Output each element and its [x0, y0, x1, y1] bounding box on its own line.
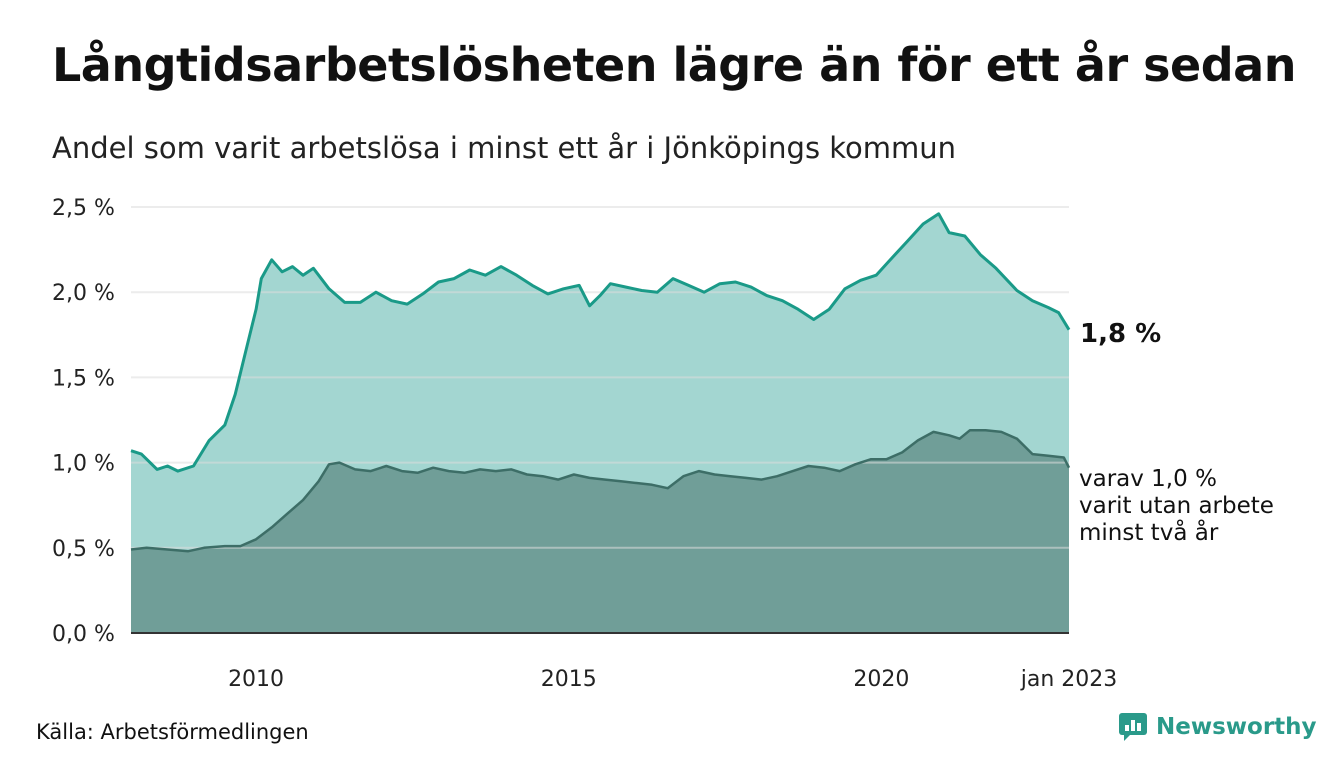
brand-logo[interactable]: Newsworthy [1118, 712, 1317, 742]
y-tick-label: 1,0 % [52, 452, 115, 477]
longterm-end-label: varav 1,0 % [1079, 466, 1217, 492]
x-tick-label: 2010 [228, 667, 284, 692]
source-note: Källa: Arbetsförmedlingen [36, 720, 309, 744]
longterm-end-label: varit utan arbete [1079, 493, 1274, 519]
y-tick-label: 1,5 % [52, 366, 115, 391]
newsworthy-logo-icon [1119, 713, 1147, 741]
chart-title: Långtidsarbetslösheten lägre än för ett … [52, 38, 1296, 92]
x-tick-label: 2020 [853, 667, 909, 692]
brand-name: Newsworthy [1156, 714, 1317, 740]
longterm-end-label: minst två år [1079, 518, 1219, 546]
total-line [130, 212, 1071, 473]
y-tick-label: 2,0 % [52, 281, 115, 306]
x-tick-label: jan 2023 [1020, 667, 1118, 692]
longterm-line [130, 428, 1071, 553]
total-end-label: 1,8 % [1080, 319, 1161, 349]
longterm-area [131, 430, 1069, 633]
y-tick-label: 0,0 % [52, 622, 115, 647]
y-tick-label: 2,5 % [52, 196, 115, 221]
x-tick-label: 2015 [541, 667, 597, 692]
chart-subtitle: Andel som varit arbetslösa i minst ett å… [52, 131, 957, 165]
y-tick-label: 0,5 % [52, 537, 115, 562]
